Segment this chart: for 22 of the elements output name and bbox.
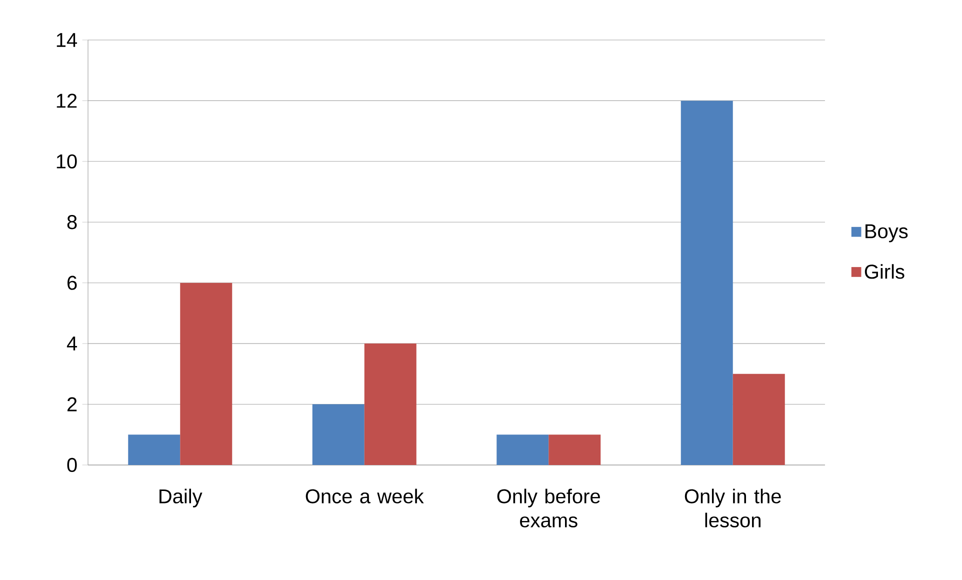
bar — [128, 434, 180, 465]
y-tick-label: 4 — [66, 336, 78, 350]
y-tick-label: 10 — [56, 154, 77, 168]
bar — [180, 282, 232, 465]
bar — [496, 434, 549, 465]
x-tick-label: Only in the lesson — [684, 488, 781, 528]
y-tick-label: 14 — [56, 33, 78, 47]
x-tick-label: Daily — [160, 488, 202, 508]
legend-label: Girls — [864, 264, 904, 279]
y-tick-label: 12 — [56, 94, 77, 108]
bar — [312, 404, 364, 465]
legend-label: Boys — [866, 224, 908, 242]
x-tick-label: Once a week — [306, 488, 424, 504]
bar — [680, 100, 733, 465]
y-tick-label: 0 — [67, 458, 77, 472]
bar — [732, 374, 785, 465]
bar — [548, 434, 601, 465]
bar — [364, 344, 416, 465]
y-tick-label: 8 — [67, 215, 77, 230]
y-tick-label: 6 — [68, 276, 77, 290]
y-tick-label: 2 — [67, 397, 77, 412]
x-tick-label: Only before exams — [497, 488, 600, 528]
